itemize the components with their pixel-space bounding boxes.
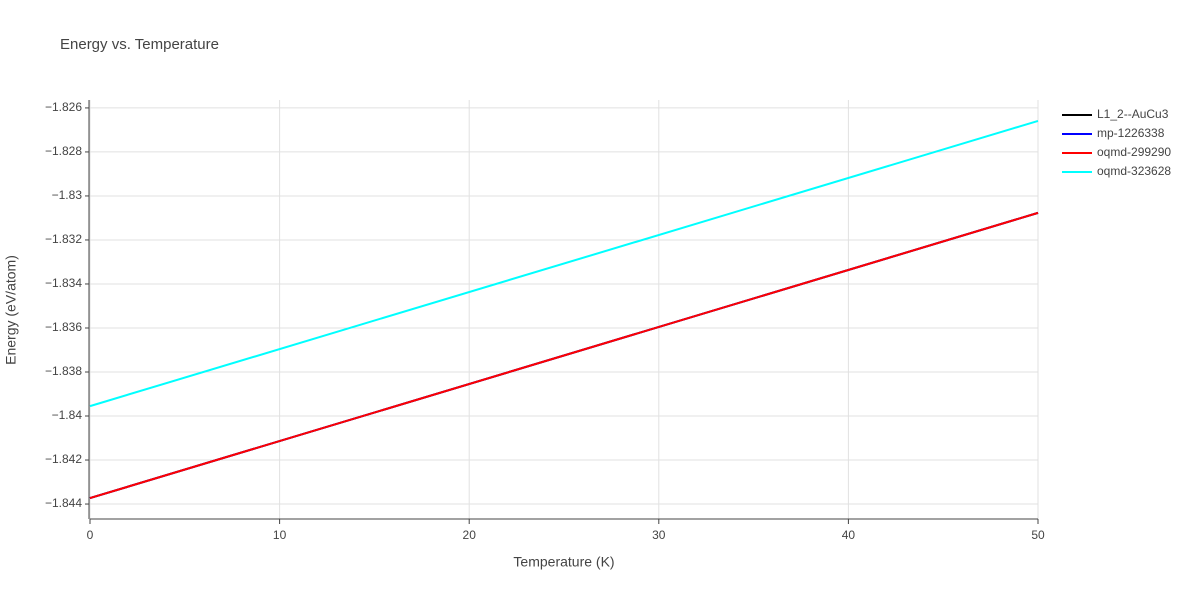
- y-tick-label: −1.842: [45, 452, 82, 466]
- legend-label: mp-1226338: [1097, 126, 1165, 140]
- y-tick-label: −1.838: [45, 364, 82, 378]
- x-tick-label: 30: [652, 528, 666, 542]
- series-line: [89, 119, 1039, 408]
- x-tick-label: 20: [463, 528, 477, 542]
- legend-label: L1_2--AuCu3: [1097, 107, 1169, 121]
- x-tick-label: 50: [1031, 528, 1045, 542]
- y-tick-label: −1.844: [45, 496, 82, 510]
- chart-title: Energy vs. Temperature: [60, 36, 219, 53]
- y-tick-label: −1.836: [45, 320, 82, 334]
- y-tick-label: −1.826: [45, 100, 82, 114]
- legend-label: oqmd-299290: [1097, 145, 1171, 159]
- x-tick-label: 10: [273, 528, 287, 542]
- y-tick-label: −1.834: [45, 276, 82, 290]
- y-tick-label: −1.832: [45, 232, 82, 246]
- x-tick-label: 0: [87, 528, 94, 542]
- series-line: [89, 211, 1039, 500]
- x-axis-label: Temperature (K): [513, 554, 614, 570]
- y-tick-label: −1.83: [52, 188, 83, 202]
- legend-label: oqmd-323628: [1097, 164, 1171, 178]
- y-tick-label: −1.828: [45, 144, 82, 158]
- y-tick-label: −1.84: [52, 408, 83, 422]
- y-axis-label: Energy (eV/atom): [3, 255, 19, 365]
- x-tick-label: 40: [842, 528, 856, 542]
